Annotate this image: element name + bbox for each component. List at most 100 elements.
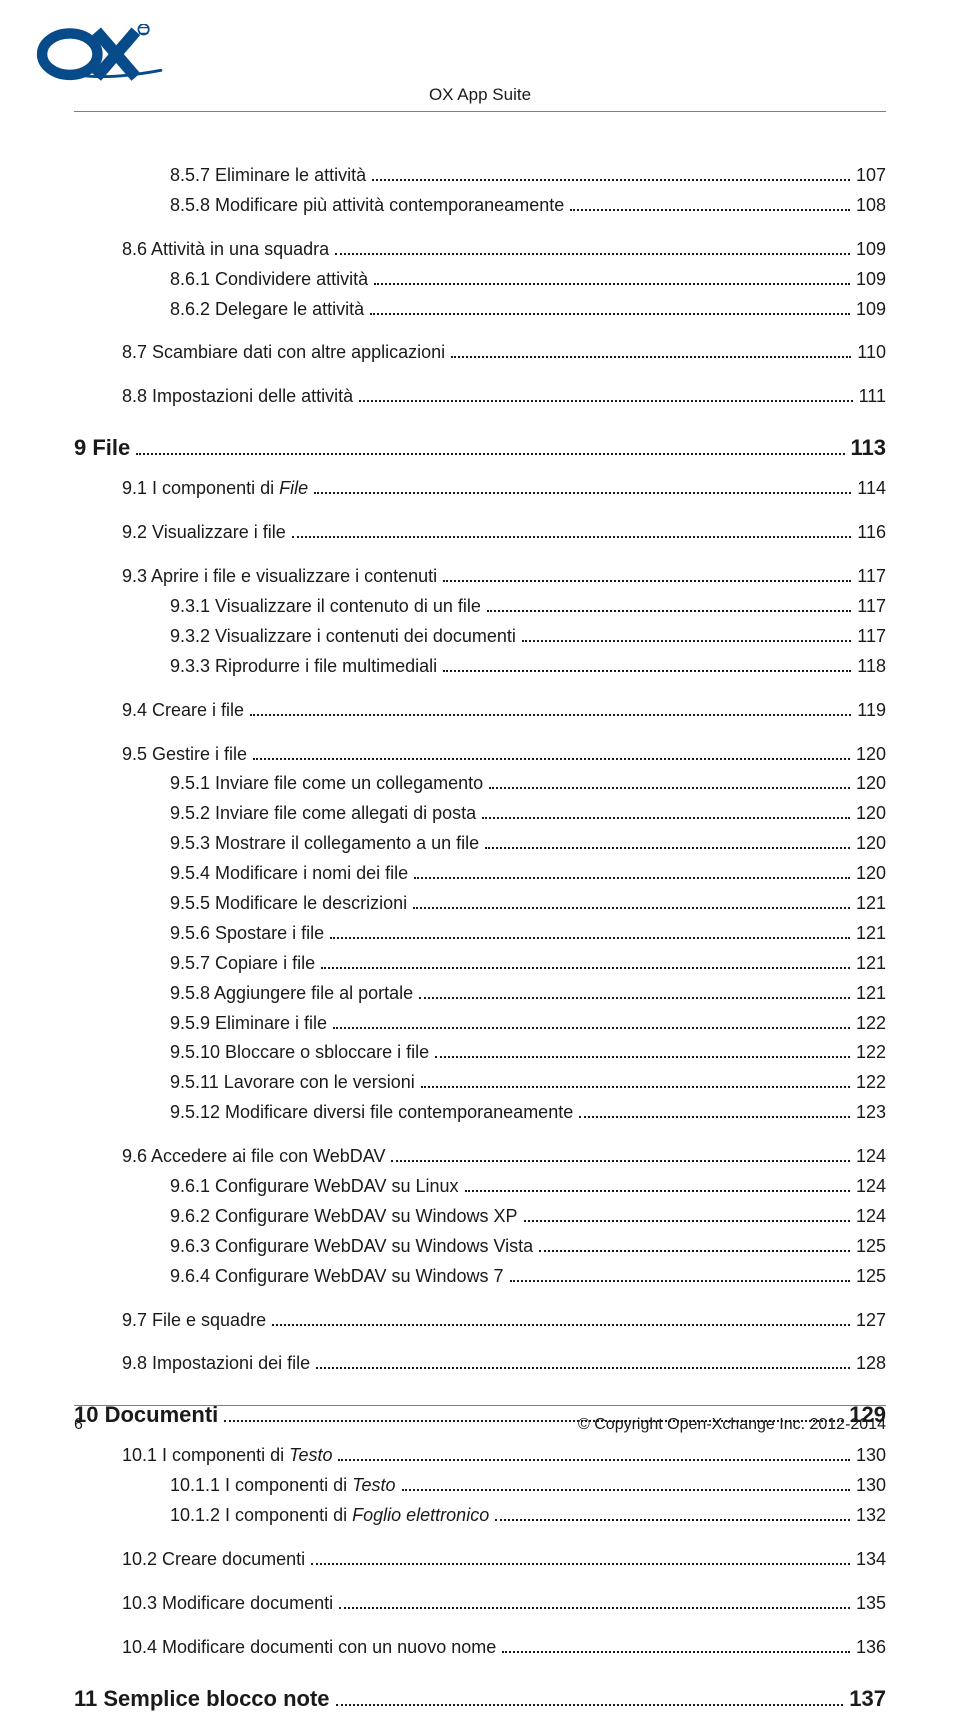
toc-label: 9.5.7 Copiare i file xyxy=(170,950,315,978)
toc-leader-dots xyxy=(502,1639,850,1653)
toc-entry[interactable]: 9.5.10 Bloccare o sbloccare i file122 xyxy=(170,1039,886,1067)
toc-entry[interactable]: 9.5.1 Inviare file come un collegamento 1… xyxy=(170,770,886,798)
toc-entry[interactable]: 8.8 Impostazioni delle attività111 xyxy=(122,383,886,411)
toc-entry[interactable]: 9.6.4 Configurare WebDAV su Windows 7125 xyxy=(170,1263,886,1291)
toc-entry[interactable]: 9.5 Gestire i file120 xyxy=(122,741,886,769)
toc-leader-dots xyxy=(419,984,850,998)
toc-page-number: 124 xyxy=(856,1143,886,1171)
toc-page-number: 110 xyxy=(857,339,886,367)
toc-page-number: 135 xyxy=(856,1590,886,1618)
toc-entry[interactable]: 10.4 Modificare documenti con un nuovo n… xyxy=(122,1634,886,1662)
toc-entry[interactable]: 9.2 Visualizzare i file116 xyxy=(122,519,886,547)
toc-entry[interactable]: 9.5.2 Inviare file come allegati di post… xyxy=(170,800,886,828)
toc-page-number: 122 xyxy=(856,1069,886,1097)
toc-leader-dots xyxy=(522,628,851,642)
toc-page-number: 117 xyxy=(857,563,886,591)
toc-page-number: 124 xyxy=(856,1203,886,1231)
toc-entry[interactable]: 9.3.1 Visualizzare il contenuto di un fi… xyxy=(170,593,886,621)
toc-leader-dots xyxy=(421,1074,850,1088)
toc-page-number: 122 xyxy=(856,1010,886,1038)
toc-label-italic: File xyxy=(279,478,308,498)
toc-page-number: 130 xyxy=(856,1472,886,1500)
toc-page-number: 113 xyxy=(851,431,887,465)
toc-leader-dots xyxy=(311,1551,850,1565)
toc-label: 9.5.9 Eliminare i file xyxy=(170,1010,327,1038)
toc-page-number: 134 xyxy=(856,1546,886,1574)
toc-entry[interactable]: 10.1.1 I componenti di Testo 130 xyxy=(170,1472,886,1500)
toc-leader-dots xyxy=(338,1447,849,1461)
toc-leader-dots xyxy=(330,925,850,939)
toc-leader-dots xyxy=(321,954,850,968)
toc-page-number: 114 xyxy=(857,475,886,503)
toc-label-italic: Foglio elettronico xyxy=(352,1505,489,1525)
toc-leader-dots xyxy=(495,1507,850,1521)
toc-page-number: 122 xyxy=(856,1039,886,1067)
toc-page-number: 132 xyxy=(856,1502,886,1530)
toc-entry[interactable]: 9.5.3 Mostrare il collegamento a un file… xyxy=(170,830,886,858)
toc-entry[interactable]: 8.5.8 Modificare più attività contempora… xyxy=(170,192,886,220)
toc-leader-dots xyxy=(539,1237,850,1251)
toc-page-number: 120 xyxy=(856,770,886,798)
toc-entry[interactable]: 9.5.5 Modificare le descrizioni121 xyxy=(170,890,886,918)
toc-entry[interactable]: 8.6 Attività in una squadra109 xyxy=(122,236,886,264)
toc-entry[interactable]: 10.3 Modificare documenti 135 xyxy=(122,1590,886,1618)
toc-entry[interactable]: 9.1 I componenti di File 114 xyxy=(122,475,886,503)
toc-leader-dots xyxy=(316,1355,850,1369)
toc-page-number: 109 xyxy=(856,236,886,264)
toc-leader-dots xyxy=(335,240,850,254)
toc-leader-dots xyxy=(339,1595,850,1609)
toc-entry[interactable]: 8.5.7 Eliminare le attività 107 xyxy=(170,162,886,190)
toc-entry[interactable]: 9.7 File e squadre127 xyxy=(122,1307,886,1335)
toc-entry[interactable]: 9.3 Aprire i file e visualizzare i conte… xyxy=(122,563,886,591)
toc-entry[interactable]: 9.6.1 Configurare WebDAV su Linux124 xyxy=(170,1173,886,1201)
header-title: OX App Suite xyxy=(429,85,531,105)
toc-page-number: 124 xyxy=(856,1173,886,1201)
toc-entry[interactable]: 10.1 I componenti di Testo 130 xyxy=(122,1442,886,1470)
toc-entry[interactable]: 9.8 Impostazioni dei file128 xyxy=(122,1350,886,1378)
toc-label: 9.4 Creare i file xyxy=(122,697,244,725)
toc-page-number: 121 xyxy=(856,980,886,1008)
toc-entry[interactable]: 8.6.1 Condividere attività109 xyxy=(170,266,886,294)
toc-label: 9.5.2 Inviare file come allegati di post… xyxy=(170,800,476,828)
toc-label: 8.5.7 Eliminare le attività xyxy=(170,162,366,190)
toc-entry[interactable]: 9.3.2 Visualizzare i contenuti dei docum… xyxy=(170,623,886,651)
toc-entry[interactable]: 9.5.6 Spostare i file121 xyxy=(170,920,886,948)
toc-label: 9.7 File e squadre xyxy=(122,1307,266,1335)
toc-leader-dots xyxy=(374,270,850,284)
toc-entry[interactable]: 9.5.7 Copiare i file121 xyxy=(170,950,886,978)
toc-label: 9.5.4 Modificare i nomi dei file xyxy=(170,860,408,888)
toc-page-number: 120 xyxy=(856,830,886,858)
toc-page-number: 128 xyxy=(856,1350,886,1378)
toc-label: 9.6.3 Configurare WebDAV su Windows Vist… xyxy=(170,1233,533,1261)
toc-leader-dots xyxy=(524,1208,850,1222)
toc-page-number: 109 xyxy=(856,296,886,324)
toc-entry[interactable]: 9.5.12 Modificare diversi file contempor… xyxy=(170,1099,886,1127)
toc-entry[interactable]: 9.5.8 Aggiungere file al portale121 xyxy=(170,980,886,1008)
toc-entry[interactable]: 9.4 Creare i file119 xyxy=(122,697,886,725)
toc-entry[interactable]: 9.6.3 Configurare WebDAV su Windows Vist… xyxy=(170,1233,886,1261)
toc-entry[interactable]: 10.2 Creare documenti134 xyxy=(122,1546,886,1574)
toc-entry[interactable]: 8.6.2 Delegare le attività109 xyxy=(170,296,886,324)
toc-entry[interactable]: 9.6 Accedere ai file con WebDAV 124 xyxy=(122,1143,886,1171)
toc-leader-dots xyxy=(272,1311,850,1325)
toc-entry[interactable]: 9.5.4 Modificare i nomi dei file 120 xyxy=(170,860,886,888)
toc-leader-dots xyxy=(314,480,851,494)
toc-entry[interactable]: 9 File113 xyxy=(74,431,886,465)
toc-entry[interactable]: 9.6.2 Configurare WebDAV su Windows XP12… xyxy=(170,1203,886,1231)
toc-entry[interactable]: 9.3.3 Riprodurre i file multimediali118 xyxy=(170,653,886,681)
toc-page-number: 107 xyxy=(856,162,886,190)
table-of-contents: 8.5.7 Eliminare le attività 1078.5.8 Modi… xyxy=(74,112,886,1716)
toc-entry[interactable]: 10.1.2 I componenti di Foglio elettronic… xyxy=(170,1502,886,1530)
toc-entry[interactable]: 9.5.9 Eliminare i file 122 xyxy=(170,1010,886,1038)
toc-entry[interactable]: 9.5.11 Lavorare con le versioni122 xyxy=(170,1069,886,1097)
toc-label: 9.5.1 Inviare file come un collegamento xyxy=(170,770,483,798)
toc-label: 10.3 Modificare documenti xyxy=(122,1590,333,1618)
toc-entry[interactable]: 8.7 Scambiare dati con altre applicazion… xyxy=(122,339,886,367)
toc-page-number: 120 xyxy=(856,741,886,769)
toc-page-number: 117 xyxy=(857,623,886,651)
toc-page-number: 116 xyxy=(857,519,886,547)
toc-label: 9.6 Accedere ai file con WebDAV xyxy=(122,1143,385,1171)
toc-page-number: 120 xyxy=(856,860,886,888)
toc-entry[interactable]: 11 Semplice blocco note137 xyxy=(74,1682,886,1716)
toc-page-number: 108 xyxy=(856,192,886,220)
